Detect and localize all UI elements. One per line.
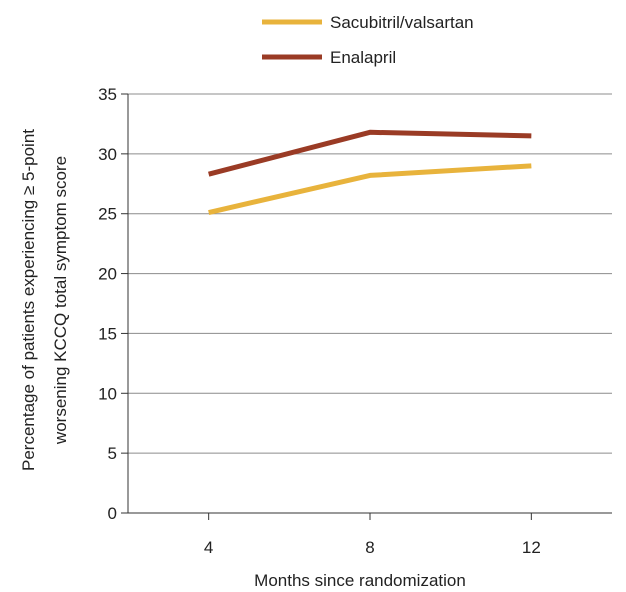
y-tick-label-35: 35 — [98, 85, 117, 104]
y-ticks: 0 5 10 15 20 25 30 35 — [98, 85, 128, 523]
gridlines — [128, 93, 612, 454]
y-axis-title-line1: Percentage of patients experiencing ≥ 5-… — [19, 129, 38, 471]
x-axis-title: Months since randomization — [254, 571, 466, 590]
y-tick-label-30: 30 — [98, 145, 117, 164]
legend: Sacubitril/valsartan Enalapril — [262, 13, 474, 67]
y-tick-label-0: 0 — [108, 504, 117, 523]
axes — [127, 94, 612, 514]
series-lines — [208, 129, 532, 215]
x-tick-label-12: 12 — [522, 538, 541, 557]
y-tick-label-5: 5 — [108, 444, 117, 463]
y-tick-label-10: 10 — [98, 384, 117, 403]
y-tick-label-15: 15 — [98, 324, 117, 343]
series-line-sacubitril-valsartan — [208, 163, 532, 215]
y-tick-label-20: 20 — [98, 265, 117, 284]
y-axis-title-line2: worsening KCCQ total symptom score — [51, 156, 70, 445]
legend-label-enalapril: Enalapril — [330, 48, 396, 67]
y-tick-label-25: 25 — [98, 205, 117, 224]
x-tick-label-4: 4 — [204, 538, 213, 557]
x-tick-label-8: 8 — [365, 538, 374, 557]
x-ticks: 4 8 12 — [204, 513, 541, 557]
legend-label-sacubitril-valsartan: Sacubitril/valsartan — [330, 13, 474, 32]
